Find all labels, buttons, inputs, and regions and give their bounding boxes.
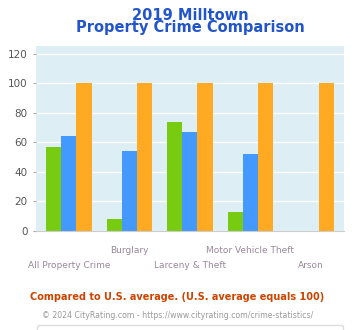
Bar xyxy=(182,132,197,231)
Text: Property Crime Comparison: Property Crime Comparison xyxy=(76,20,304,35)
Text: Burglary: Burglary xyxy=(110,246,149,255)
Legend: Milltown, New Jersey, National: Milltown, New Jersey, National xyxy=(37,325,343,330)
Bar xyxy=(122,151,137,231)
Bar xyxy=(228,212,243,231)
Text: Compared to U.S. average. (U.S. average equals 100): Compared to U.S. average. (U.S. average … xyxy=(31,292,324,302)
Bar xyxy=(319,83,334,231)
Bar xyxy=(76,83,92,231)
Bar xyxy=(46,147,61,231)
Text: © 2024 CityRating.com - https://www.cityrating.com/crime-statistics/: © 2024 CityRating.com - https://www.city… xyxy=(42,311,313,320)
Bar xyxy=(258,83,273,231)
Bar xyxy=(197,83,213,231)
Text: All Property Crime: All Property Crime xyxy=(28,261,110,270)
Bar xyxy=(167,121,182,231)
Bar xyxy=(61,136,76,231)
Bar xyxy=(243,154,258,231)
Bar xyxy=(137,83,152,231)
Text: Arson: Arson xyxy=(298,261,324,270)
Bar xyxy=(106,219,122,231)
Text: 2019 Milltown: 2019 Milltown xyxy=(132,8,248,23)
Text: Motor Vehicle Theft: Motor Vehicle Theft xyxy=(207,246,295,255)
Text: Larceny & Theft: Larceny & Theft xyxy=(154,261,226,270)
